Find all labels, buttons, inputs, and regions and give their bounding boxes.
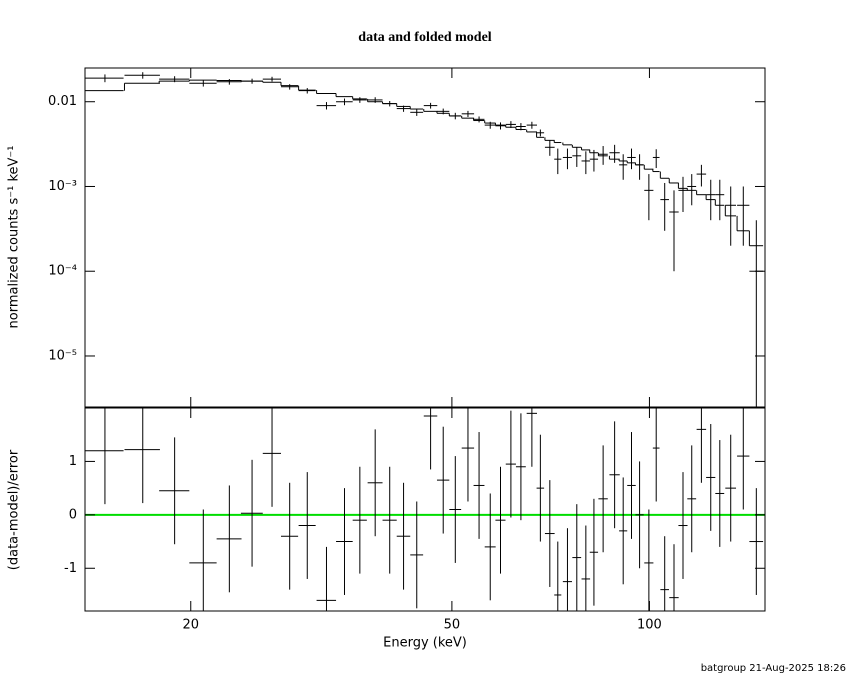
x-axis-label: Energy (keV) <box>383 636 467 651</box>
x-tick-label: 50 <box>444 618 461 633</box>
frame <box>84 67 766 408</box>
y-tick-label: 1 <box>69 454 77 469</box>
bottom-panel <box>85 408 765 611</box>
y-axis-label: normalized counts s⁻¹ keV⁻¹ <box>7 146 22 329</box>
y-axis-label: (data-model)/error <box>7 449 22 570</box>
y-tick-label: 10⁻³ <box>48 179 77 194</box>
y-tick-label: 0.01 <box>48 94 77 109</box>
y-tick-label: 10⁻⁵ <box>48 348 77 363</box>
y-tick-label: 0 <box>69 507 77 522</box>
chart-title: data and folded model <box>358 30 492 45</box>
x-tick-label: 100 <box>637 618 662 633</box>
x-tick-label: 20 <box>182 618 199 633</box>
y-tick-label: -1 <box>64 561 77 576</box>
footer: batgroup 21-Aug-2025 18:26 <box>701 663 846 674</box>
y-tick-label: 10⁻⁴ <box>48 264 77 279</box>
top-panel <box>85 72 764 407</box>
frame <box>84 407 766 612</box>
